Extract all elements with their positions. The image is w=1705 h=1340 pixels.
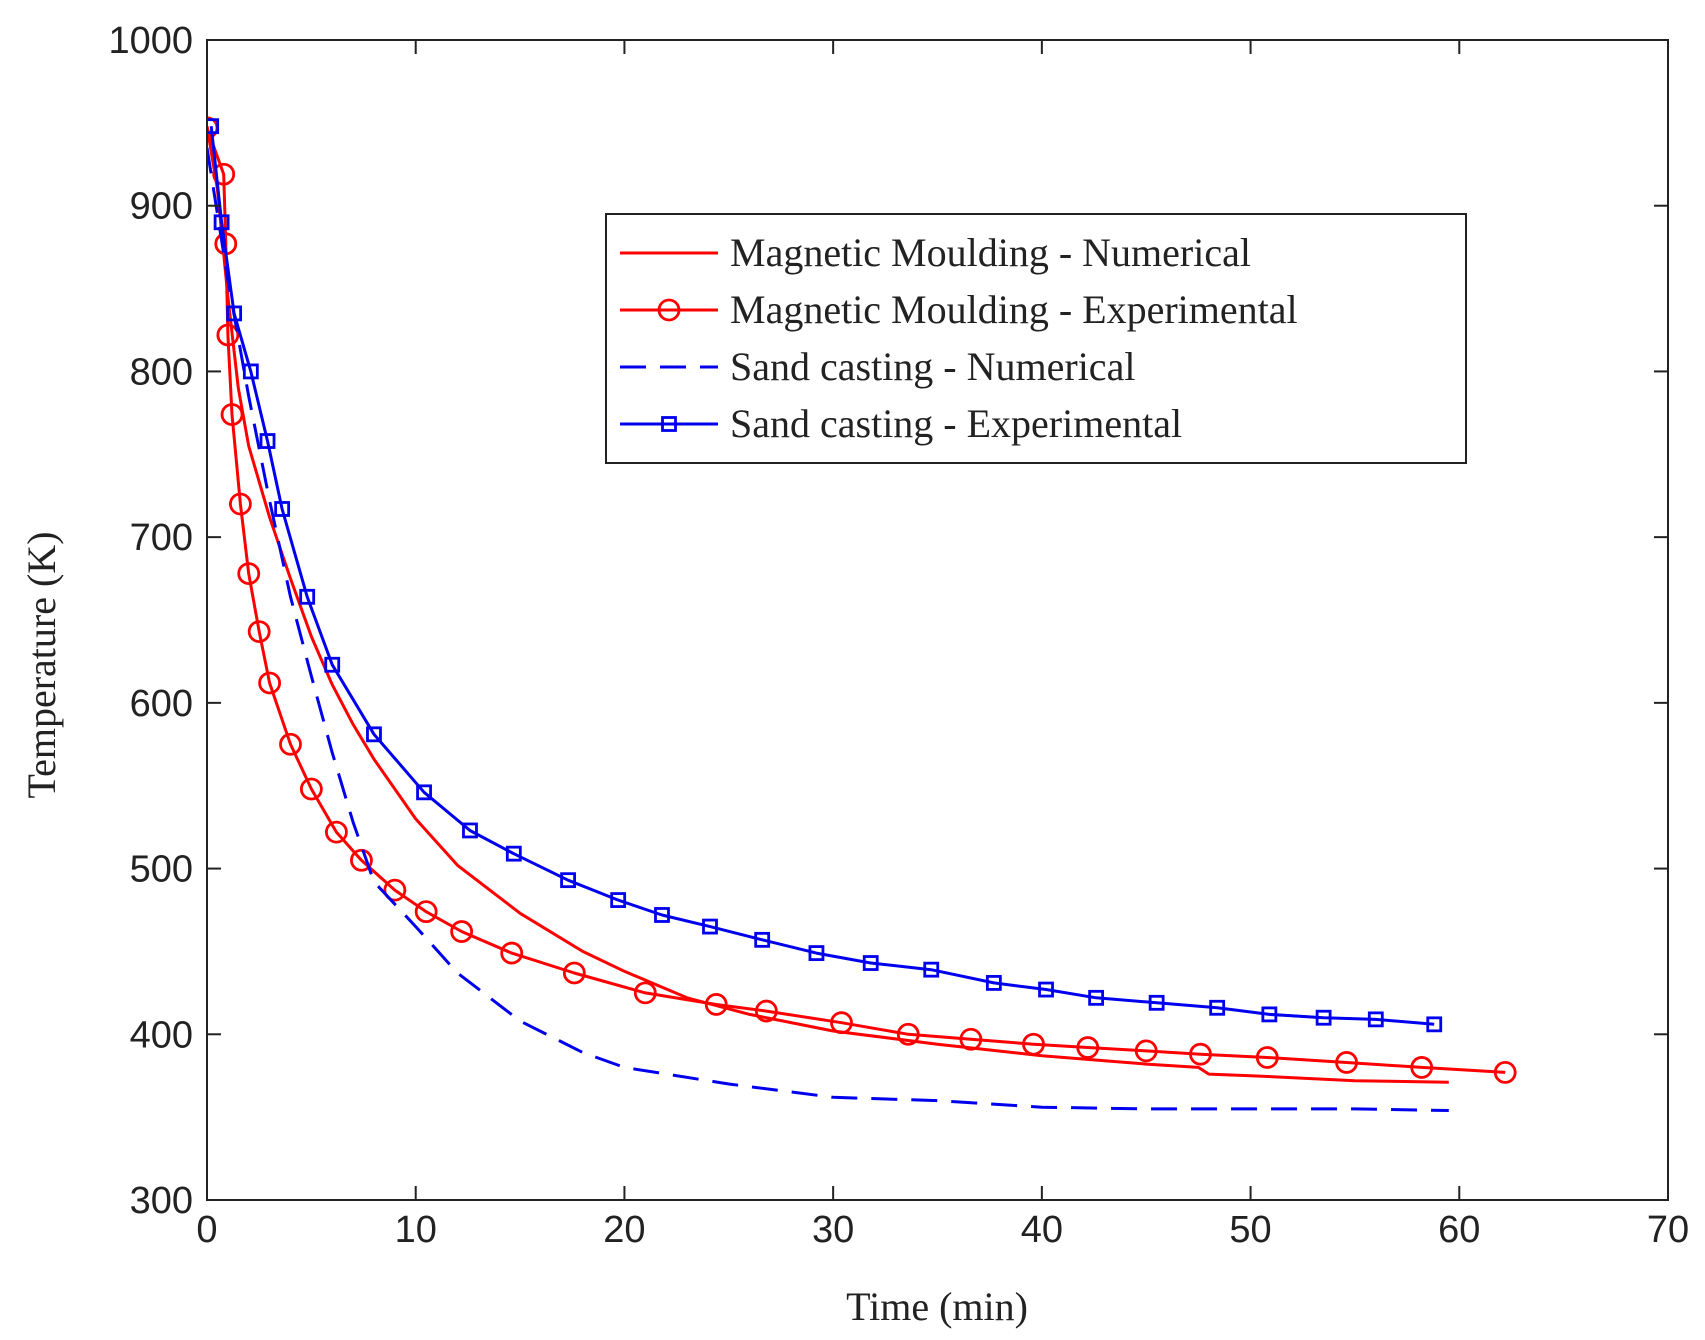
data-point-circle [1022,1032,1045,1056]
data-point-circle [1076,1036,1100,1059]
data-point-circle [279,732,302,756]
data-point-square [462,822,478,839]
data-point-square [299,588,316,605]
data-point-circle [216,323,240,347]
data-point-circle [830,1011,853,1035]
data-point-square [1148,994,1165,1011]
data-point-square [560,872,576,889]
data-point-square [505,845,522,862]
data-point-circle [959,1027,983,1051]
legend-label: Magnetic Moulding - Numerical [730,230,1251,275]
data-point-square [274,501,291,517]
x-tick-label: 30 [812,1209,854,1251]
data-point-circle [220,403,244,426]
data-point-circle [1493,1061,1517,1084]
data-point-square [923,961,940,978]
axes-layer: 0 10 20 30 40 50 60 70 300 400 500 600 700 800 900 1000 [108,20,1689,1251]
x-tick-label: 70 [1647,1209,1689,1251]
data-point-circle [228,492,252,516]
data-point-circle [1255,1046,1279,1069]
series-layer [207,116,1517,1112]
y-tick-label: 800 [130,351,193,393]
x-tick-label: 10 [395,1209,437,1251]
data-point-square [242,363,259,380]
x-tick-label: 0 [196,1209,217,1251]
data-point-circle [500,941,524,965]
data-point-circle [383,878,407,902]
data-point-square [226,305,243,322]
legend-label: Magnetic Moulding - Experimental [730,287,1298,332]
y-tick-label: 700 [130,517,193,559]
data-point-square [862,955,879,971]
y-tick-label: 900 [130,186,193,228]
legend-item: Magnetic Moulding - Experimental [620,287,1298,332]
data-point-circle [325,820,348,844]
data-point-square [1261,1006,1278,1023]
data-point-circle [896,1022,920,1046]
data-point-circle [754,999,778,1023]
data-point-circle [299,777,323,801]
legend-item: Sand casting - Experimental [620,401,1182,446]
data-point-circle [237,562,261,585]
series-line-3 [209,126,1435,1026]
axes-frame [206,39,1669,1201]
data-point-square [702,918,718,935]
data-point-circle [562,961,586,985]
legend-label: Sand casting - Numerical [730,344,1135,389]
legend-marker-square [661,416,677,432]
data-point-square [808,945,825,961]
data-point-square [754,931,771,948]
series-2 [207,147,1449,1112]
data-point-circle [1189,1042,1212,1066]
data-point-square [985,975,1002,991]
data-point-circle [1134,1039,1158,1063]
data-point-square [207,118,220,135]
data-point-square [1315,1009,1332,1026]
y-tick-label: 500 [130,849,193,891]
data-point-square [1367,1011,1384,1028]
x-tick-label: 20 [603,1209,645,1251]
data-point-circle [414,900,438,924]
data-point-circle [247,620,271,643]
series-0 [207,125,1449,1084]
y-axis-label: Temperature (K) [19,531,64,798]
series-line-2 [207,147,1449,1112]
data-point-square [366,726,382,743]
y-tick-label: 400 [130,1014,193,1056]
data-point-circle [704,993,728,1016]
data-point-circle [258,671,282,695]
data-point-circle [633,981,657,1005]
data-point-square [1088,989,1105,1006]
x-tick-label: 50 [1229,1209,1271,1251]
data-point-square [213,214,230,231]
data-point-square [1209,999,1226,1016]
data-point-square [416,784,432,801]
legend-item: Magnetic Moulding - Numerical [620,230,1251,275]
legend-label: Sand casting - Experimental [730,401,1182,446]
legend: Magnetic Moulding - Numerical Magnetic Mo… [605,213,1467,464]
data-point-square [610,892,627,908]
x-axis-label: Time (min) [846,1284,1028,1329]
data-point-square [324,656,341,673]
data-point-circle [450,920,474,943]
legend-item: Sand casting - Numerical [620,344,1135,389]
x-tick-label: 40 [1021,1209,1063,1251]
data-point-circle [212,162,236,186]
data-point-circle [1335,1051,1358,1074]
legend-marker-circle [657,298,681,322]
x-tick-label: 60 [1438,1209,1480,1251]
data-point-circle [1410,1056,1434,1079]
data-point-square [1038,981,1054,998]
series-3 [207,118,1443,1033]
y-tick-label: 600 [130,683,193,725]
data-point-square [259,433,276,449]
data-point-square [1426,1016,1443,1033]
y-tick-label: 1000 [108,20,193,62]
data-point-square [654,907,670,923]
legend-box [605,213,1467,464]
series-line-0 [207,125,1449,1084]
y-tick-label: 300 [130,1180,193,1222]
